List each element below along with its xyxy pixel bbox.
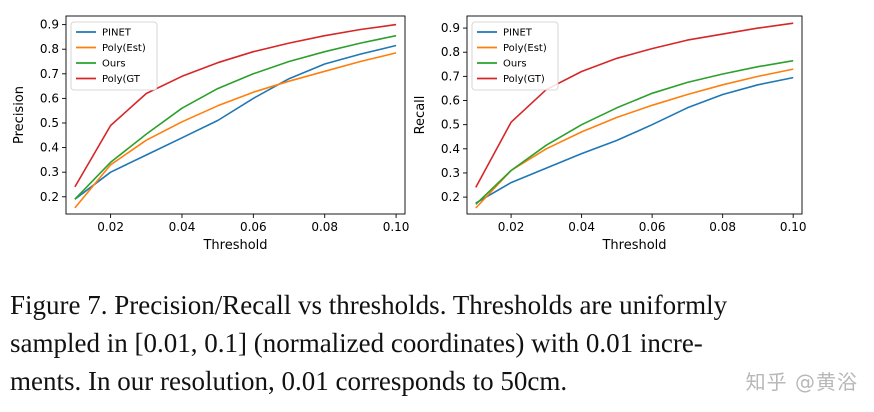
precision-legend-label: Ours	[102, 59, 126, 70]
precision-legend-label: PINET	[102, 28, 132, 39]
precision-y-tick-label: 0.5	[40, 116, 59, 130]
recall-y-tick-label: 0.8	[441, 45, 460, 59]
recall-plot-frame	[466, 15, 803, 215]
precision-series-line-0	[74, 44, 397, 200]
precision-y-tick-label: 0.4	[40, 141, 59, 155]
precision-legend-label: Poly(Est)	[102, 43, 146, 54]
precision-y-tick-label: 0.6	[40, 91, 59, 105]
recall-chart: 0.02 0.04 0.06 0.08 0.10 0.2 0.3 0.4 0.5 0.6 0.7 0.…	[413, 15, 807, 253]
precision-y-tick-label: 0.2	[40, 190, 59, 204]
precision-legend-label: Poly(GT	[102, 74, 141, 85]
watermark: 知乎 @黄浴	[745, 370, 858, 394]
recall-y-tick-label: 0.3	[441, 166, 460, 180]
recall-y-tick-label: 0.4	[441, 142, 460, 156]
recall-y-tick-label: 0.2	[441, 190, 460, 204]
precision-y-tick-label: 0.9	[40, 18, 59, 32]
caption-line-2: sampled in [0.01, 0.1] (normalized coord…	[10, 328, 703, 358]
recall-y-tick-label: 0.5	[441, 118, 460, 132]
recall-x-axis-label: Threshold	[601, 238, 666, 253]
precision-x-tick-label: 0.10	[383, 220, 410, 234]
recall-x-tick-label: 0.04	[568, 220, 595, 234]
recall-series-line-1	[475, 68, 794, 209]
recall-y-axis-label: Recall	[413, 96, 428, 135]
recall-series-line-3	[475, 22, 794, 188]
recall-legend-label: PINET	[503, 28, 533, 39]
caption-line-1: Figure 7. Precision/Recall vs thresholds…	[10, 290, 728, 320]
precision-series-line-1	[74, 52, 397, 209]
caption-line-3: ments. In our resolution, 0.01 correspon…	[10, 366, 568, 396]
precision-legend-box	[70, 21, 158, 91]
recall-x-tick-label: 0.02	[498, 220, 525, 234]
recall-y-tick-label: 0.6	[441, 94, 460, 108]
precision-x-tick-label: 0.04	[169, 220, 196, 234]
precision-x-tick-label: 0.06	[240, 220, 267, 234]
precision-x-tick-label: 0.08	[311, 220, 338, 234]
recall-legend-label: Poly(GT)	[503, 74, 545, 85]
recall-x-tick-label: 0.10	[780, 220, 807, 234]
precision-x-axis-label: Threshold	[202, 238, 267, 253]
recall-y-tick-label: 0.7	[441, 69, 460, 83]
recall-x-tick-label: 0.08	[709, 220, 736, 234]
figure-caption: Figure 7. Precision/Recall vs thresholds…	[10, 286, 850, 400]
precision-plot-frame	[65, 15, 406, 215]
precision-y-tick-label: 0.8	[40, 42, 59, 56]
precision-y-tick-label: 0.7	[40, 67, 59, 81]
precision-y-tick-label: 0.3	[40, 165, 59, 179]
recall-y-tick-label: 0.9	[441, 21, 460, 35]
precision-series-line-3	[74, 23, 397, 188]
recall-series-line-0	[475, 76, 794, 204]
figure-charts: 0.02 0.04 0.06 0.08 0.10 0.2 0.3 0.4 0.5 0.6 0.7 0.…	[12, 15, 807, 253]
precision-y-axis-label: Precision	[12, 86, 27, 144]
precision-x-tick-label: 0.02	[97, 220, 124, 234]
precision-chart: 0.02 0.04 0.06 0.08 0.10 0.2 0.3 0.4 0.5 0.6 0.7 0.…	[12, 15, 410, 253]
recall-series-line-2	[475, 59, 794, 205]
precision-series-line-2	[74, 34, 397, 200]
recall-x-tick-label: 0.06	[639, 220, 666, 234]
recall-legend-label: Ours	[503, 59, 527, 70]
recall-legend-box	[471, 21, 559, 91]
recall-legend-label: Poly(Est)	[503, 43, 547, 54]
